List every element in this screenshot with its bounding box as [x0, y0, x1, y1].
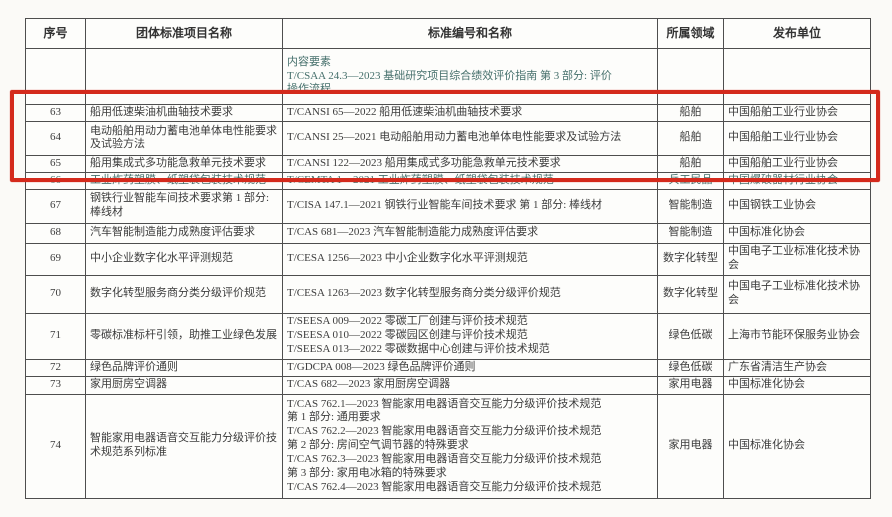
cell-serial: 68 [25, 222, 86, 244]
cell-standard: T/CESA 1256—2023 中小企业数字化水平评测规范 [282, 242, 658, 276]
cell-field [657, 48, 724, 105]
column-header-publisher: 发布单位 [723, 18, 871, 49]
cell-project-name: 智能家用电器语音交互能力分级评价技术规范系列标准 [85, 393, 283, 499]
table-row-64: 64 电动船舶用动力蓄电池单体电性能要求及试验方法 T/CANSI 25—202… [25, 120, 871, 156]
cell-project-name: 零碳标准标杆引领，助推工业绿色发展 [85, 312, 283, 360]
cell-field: 家用电器 [657, 375, 724, 395]
cell-standard: T/GDCPA 008—2023 绿色品牌评价通则 [282, 358, 658, 377]
cell-project-name: 工业炸药塑膜、纸塑袋包装技术规范 [85, 171, 283, 190]
cell-publisher: 中国船舶工业行业协会 [723, 120, 871, 156]
cell-project-name: 钢铁行业智能车间技术要求第 1 部分: 棒线材 [85, 188, 283, 224]
column-header-field: 所属领域 [657, 18, 724, 49]
table-row-68: 68 汽车智能制造能力成熟度评估要求 T/CAS 681—2023 汽车智能制造… [25, 222, 871, 244]
cell-project-name: 数字化转型服务商分类分级评价规范 [85, 274, 283, 314]
cell-serial: 71 [25, 312, 86, 360]
table-row-73: 73 家用厨房空调器 T/CAS 682—2023 家用厨房空调器 家用电器 中… [25, 375, 871, 395]
cell-project-name: 家用厨房空调器 [85, 375, 283, 395]
cell-publisher: 中国爆破器材行业协会 [723, 171, 871, 190]
cell-publisher: 广东省清洁生产协会 [723, 358, 871, 377]
table-row-72: 72 绿色品牌评价通则 T/GDCPA 008—2023 绿色品牌评价通则 绿色… [25, 358, 871, 377]
cell-field: 绿色低碳 [657, 358, 724, 377]
cell-publisher: 中国标准化协会 [723, 222, 871, 244]
cell-project-name: 汽车智能制造能力成熟度评估要求 [85, 222, 283, 244]
table-row-70: 70 数字化转型服务商分类分级评价规范 T/CESA 1263—2023 数字化… [25, 274, 871, 314]
cell-standard: 内容要素 T/CSAA 24.3—2023 基础研究项目综合绩效评价指南 第 3… [282, 48, 658, 105]
cell-field: 船舶 [657, 154, 724, 173]
cell-serial: 70 [25, 274, 86, 314]
table-row-71: 71 零碳标准标杆引领，助推工业绿色发展 T/SEESA 009—2022 零碳… [25, 312, 871, 360]
cell-publisher: 上海市节能环保服务业协会 [723, 312, 871, 360]
cell-standard: T/CANSI 25—2021 电动船舶用动力蓄电池单体电性能要求及试验方法 [282, 120, 658, 156]
cell-project-name [85, 48, 283, 105]
cell-standard: T/SEESA 009—2022 零碳工厂创建与评价技术规范 T/SEESA 0… [282, 312, 658, 360]
table-row-67: 67 钢铁行业智能车间技术要求第 1 部分: 棒线材 T/CISA 147.1—… [25, 188, 871, 224]
standards-table: 序号 团体标准项目名称 标准编号和名称 所属领域 发布单位 内容要素 T/CSA… [25, 18, 871, 499]
cell-standard: T/CANSI 122—2023 船用集成式多功能急救单元技术要求 [282, 154, 658, 173]
cell-field: 绿色低碳 [657, 312, 724, 360]
cell-publisher: 中国电子工业标准化技术协会 [723, 242, 871, 276]
cell-project-name: 船用集成式多功能急救单元技术要求 [85, 154, 283, 173]
column-header-project-name: 团体标准项目名称 [85, 18, 283, 49]
cell-serial: 65 [25, 154, 86, 173]
table-row-74: 74 智能家用电器语音交互能力分级评价技术规范系列标准 T/CAS 762.1—… [25, 393, 871, 499]
cell-publisher: 中国标准化协会 [723, 393, 871, 499]
table-row-65: 65 船用集成式多功能急救单元技术要求 T/CANSI 122—2023 船用集… [25, 154, 871, 173]
table-header-row: 序号 团体标准项目名称 标准编号和名称 所属领域 发布单位 [25, 18, 871, 49]
cell-standard: T/CEMTA 1—2021 工业炸药塑膜、纸塑袋包装技术规范 [282, 171, 658, 190]
table-row-partial-62: 内容要素 T/CSAA 24.3—2023 基础研究项目综合绩效评价指南 第 3… [25, 48, 871, 105]
cell-publisher [723, 48, 871, 105]
cell-standard: T/CANSI 65—2022 船用低速柴油机曲轴技术要求 [282, 104, 658, 122]
cell-standard: T/CISA 147.1—2021 钢铁行业智能车间技术要求 第 1 部分: 棒… [282, 188, 658, 224]
column-header-standard: 标准编号和名称 [282, 18, 658, 49]
cell-serial: 64 [25, 120, 86, 156]
cell-serial: 73 [25, 375, 86, 395]
cell-field: 数字化转型 [657, 274, 724, 314]
cell-publisher: 中国钢铁工业协会 [723, 188, 871, 224]
cell-field: 家用电器 [657, 393, 724, 499]
cell-standard: T/CESA 1263—2023 数字化转型服务商分类分级评价规范 [282, 274, 658, 314]
cell-publisher: 中国电子工业标准化技术协会 [723, 274, 871, 314]
cell-field: 智能制造 [657, 222, 724, 244]
cell-serial: 63 [25, 104, 86, 122]
table-row-69: 69 中小企业数字化水平评测规范 T/CESA 1256—2023 中小企业数字… [25, 242, 871, 276]
cell-field: 智能制造 [657, 188, 724, 224]
cell-publisher: 中国船舶工业行业协会 [723, 104, 871, 122]
table-row-66: 66 工业炸药塑膜、纸塑袋包装技术规范 T/CEMTA 1—2021 工业炸药塑… [25, 171, 871, 190]
cell-field: 数字化转型 [657, 242, 724, 276]
cell-project-name: 船用低速柴油机曲轴技术要求 [85, 104, 283, 122]
cell-publisher: 中国船舶工业行业协会 [723, 154, 871, 173]
column-header-serial: 序号 [25, 18, 86, 49]
cell-standard: T/CAS 681—2023 汽车智能制造能力成熟度评估要求 [282, 222, 658, 244]
cell-project-name: 电动船舶用动力蓄电池单体电性能要求及试验方法 [85, 120, 283, 156]
cell-project-name: 绿色品牌评价通则 [85, 358, 283, 377]
table-row-63: 63 船用低速柴油机曲轴技术要求 T/CANSI 65—2022 船用低速柴油机… [25, 104, 871, 122]
cell-project-name: 中小企业数字化水平评测规范 [85, 242, 283, 276]
cell-serial: 69 [25, 242, 86, 276]
cell-field: 兵工民品 [657, 171, 724, 190]
cell-serial [25, 48, 86, 105]
cell-serial: 67 [25, 188, 86, 224]
cell-serial: 74 [25, 393, 86, 499]
cell-standard: T/CAS 762.1—2023 智能家用电器语音交互能力分级评价技术规范 第 … [282, 393, 658, 499]
cell-publisher: 中国标准化协会 [723, 375, 871, 395]
cell-field: 船舶 [657, 104, 724, 122]
cell-serial: 72 [25, 358, 86, 377]
cell-field: 船舶 [657, 120, 724, 156]
cell-serial: 66 [25, 171, 86, 190]
cell-standard: T/CAS 682—2023 家用厨房空调器 [282, 375, 658, 395]
